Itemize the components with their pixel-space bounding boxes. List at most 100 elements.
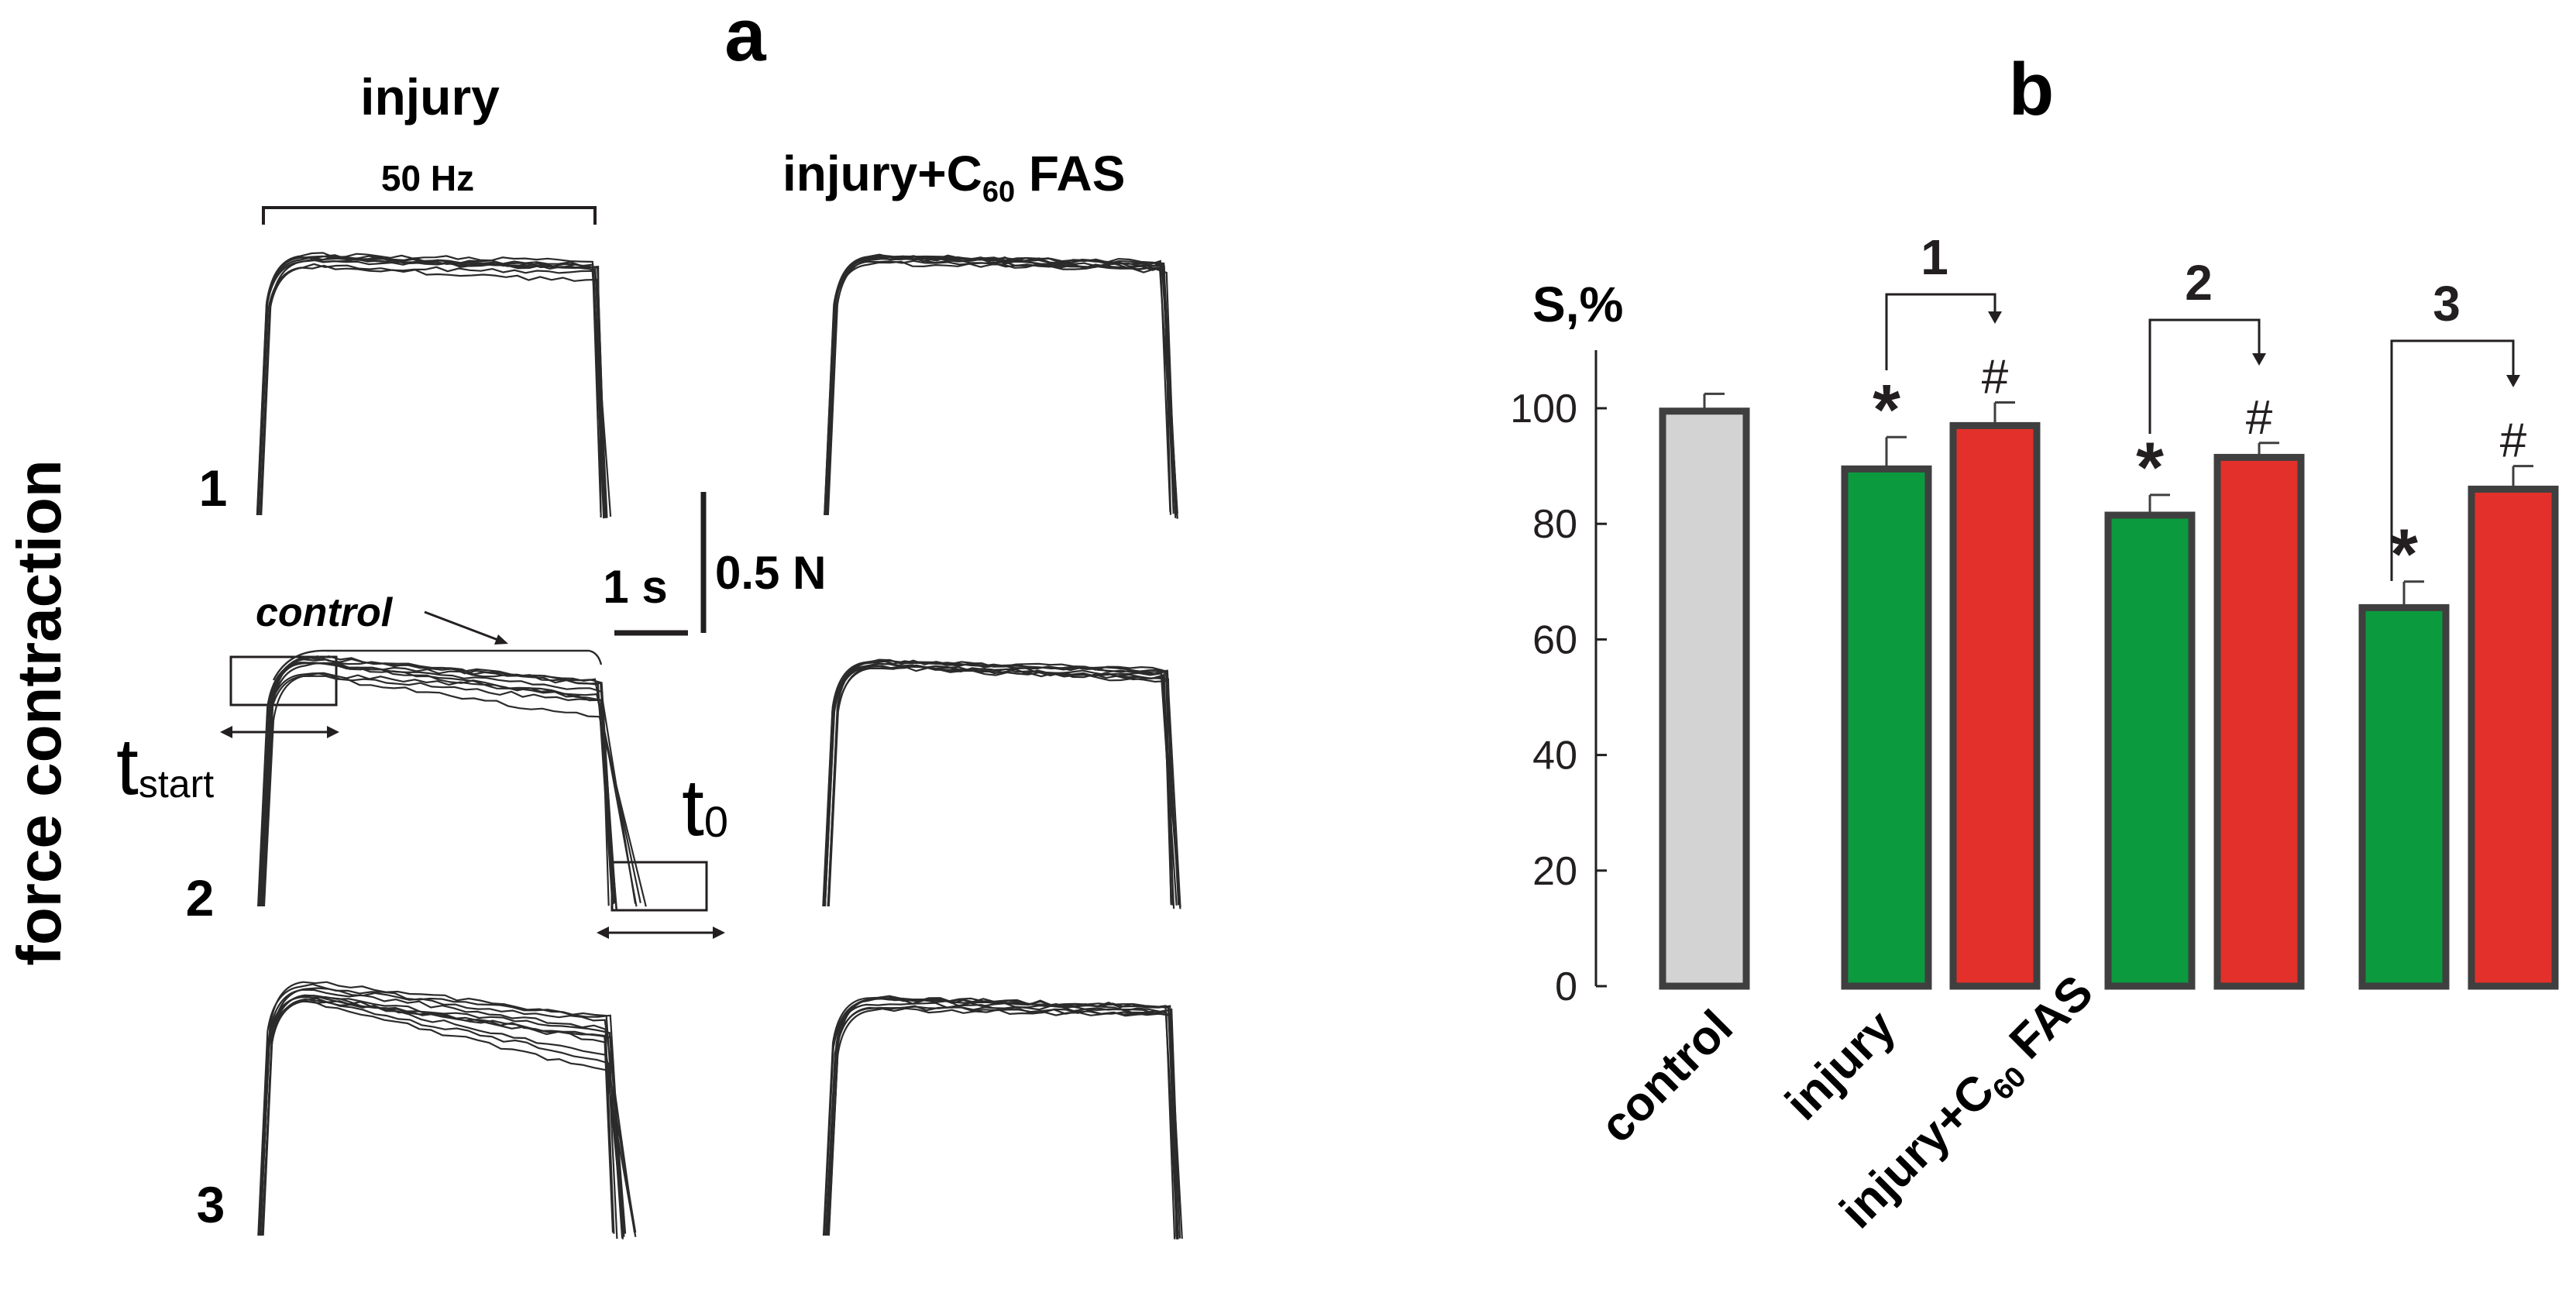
row-label-3: 3 [197,1176,225,1233]
panel-a-letter: a [724,0,766,77]
significance-star: * [2136,428,2164,507]
bar-control [1659,407,1750,990]
comparison-arrowhead [2506,375,2520,387]
panel-a-y-label: force contraction [5,459,74,965]
panel-b: b S,% 0 20 40 60 80 100 * # * # * #1 2 3 control inju… [1510,48,2559,1239]
t0-label-sub: 0 [704,797,728,846]
column-title-treated: injury+C60 FAS [782,146,1125,208]
tstart-label-sub: start [139,762,214,806]
force-trace [824,658,1172,907]
tstart-label-main: t [116,722,139,812]
force-trace [260,658,614,907]
y-tick-label: 20 [1532,849,1577,894]
force-trace [823,662,1175,909]
t0-arrowhead-left [597,927,609,939]
panel-b-letter: b [2009,48,2055,131]
force-trace [824,260,1177,516]
tstart-label: tstart [116,722,214,812]
y-tick-label: 60 [1532,617,1577,662]
force-trace [256,256,605,519]
t0-label: t0 [682,763,728,853]
force-trace [822,658,1181,908]
force-trace [823,1002,1179,1236]
force-trace [257,672,641,907]
force-trace [827,664,1181,909]
stimulation-label: 50 Hz [381,158,474,198]
t0-label-main: t [682,763,704,853]
t0-window [610,861,708,912]
force-trace [258,995,627,1236]
force-trace [826,997,1178,1236]
force-trace [257,983,624,1239]
scale-label-time: 1 s [603,561,667,613]
bar-injury-c60-fas [2468,485,2559,990]
tstart-arrowhead-right [327,726,339,738]
control-trace [272,649,603,681]
group-label-2: 2 [2185,255,2213,311]
force-trace [263,672,610,907]
stimulation-bracket [262,206,597,225]
bar-injury-c60-fas [2213,453,2305,990]
y-tick-label: 80 [1532,502,1577,547]
bar-injury [2104,511,2196,990]
force-trace [824,260,1178,516]
significance-hash: # [2500,414,2527,468]
significance-star: * [2390,515,2418,594]
force-trace [823,997,1176,1239]
force-trace [259,263,612,517]
tstart-arrowhead-left [220,726,232,738]
control-arrow [424,610,503,643]
comparison-arrowhead [2252,353,2266,366]
force-trace [827,256,1178,519]
bar-injury [2358,603,2450,990]
force-trace [827,1007,1179,1239]
force-trace [824,665,1181,907]
column-title-treated-tail: FAS [1015,146,1125,201]
column-title-injury: injury [360,68,500,125]
scale-label-force: 0.5 N [715,547,826,599]
force-trace [261,1000,618,1239]
t0-arrowhead-right [713,927,725,939]
force-trace [257,661,614,907]
y-tick-label: 0 [1555,964,1577,1009]
control-trace-label: control [256,590,394,635]
force-trace [822,995,1179,1238]
force-trace [822,662,1174,907]
force-trace [261,997,624,1239]
force-trace [827,659,1180,907]
bar-chart: 0 20 40 60 80 100 * # * # * #1 2 3 [1510,229,2559,1009]
x-label-treated-main: injury+C [1830,1064,2004,1238]
trace-group-3 [257,649,647,910]
bar-injury [1841,465,1932,990]
significance-hash: # [1982,351,2009,404]
force-trace [256,252,602,516]
trace-group-6 [822,995,1183,1239]
x-label-control: control [1591,1000,1743,1153]
significance-star: * [1873,370,1900,449]
force-trace [827,996,1181,1239]
panel-a: a force contraction injury injury+C60 FA… [5,0,1183,1239]
force-trace [824,256,1178,517]
force-traces [256,252,1183,1239]
comparison-bracket [2148,318,2261,434]
force-trace [256,255,606,518]
row-label-1: 1 [199,459,228,517]
force-trace [825,1006,1178,1238]
column-title-treated-main: injury+C [782,146,982,201]
x-label-injury: injury [1776,1000,1907,1131]
y-axis-unit: S,% [1532,277,1623,332]
comparison-bracket [1885,293,1996,370]
trace-group-1 [256,252,612,519]
force-trace [261,994,637,1236]
control-arrowhead [494,634,508,645]
force-trace [827,665,1172,907]
y-tick-label: 100 [1510,387,1577,431]
bar-injury-c60-fas [1949,421,2041,990]
significance-hash: # [2246,391,2273,445]
force-trace [824,659,1178,907]
tstart-window [229,655,338,707]
row-label-2: 2 [186,869,215,927]
force-trace [256,258,602,518]
trace-group-2 [824,253,1178,519]
